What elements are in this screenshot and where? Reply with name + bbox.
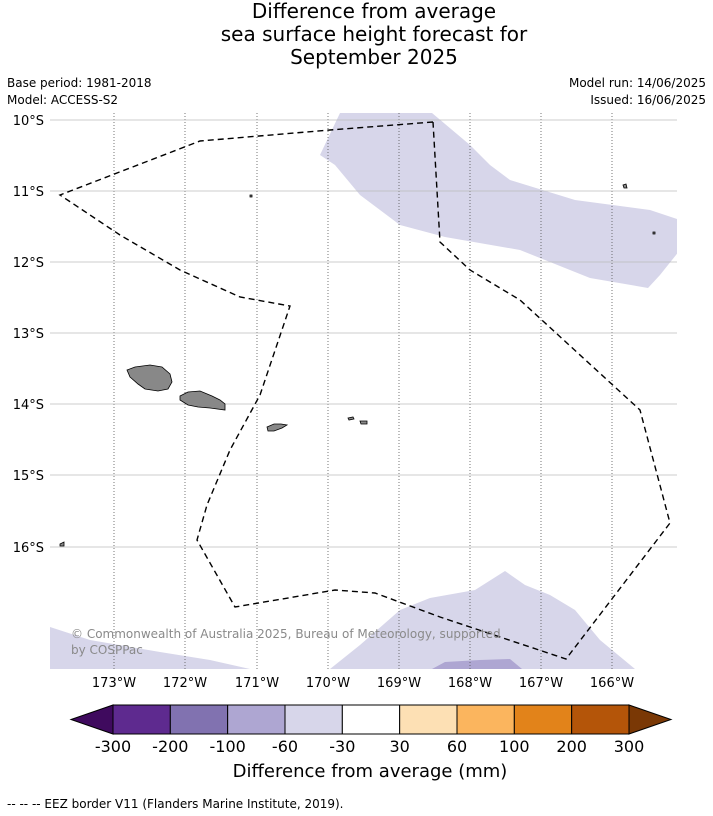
title-line-3: September 2025 xyxy=(290,45,458,69)
colorbar-tick-label: 60 xyxy=(447,737,467,756)
island-southwest xyxy=(59,541,65,547)
island-ofu xyxy=(347,416,355,421)
island-swains xyxy=(652,231,656,235)
anomaly-patch-stronger xyxy=(432,659,522,669)
lon-label-169w: 169°W xyxy=(377,676,421,691)
lon-label-171w: 171°W xyxy=(235,676,279,691)
colorbar-tick-label: 200 xyxy=(556,737,587,756)
colorbar-segment xyxy=(456,704,515,735)
anomaly-band-north xyxy=(320,113,677,288)
lat-label-16s: 16°S xyxy=(13,541,44,556)
longitude-labels: 173°W 172°W 171°W 170°W 169°W 168°W 167°… xyxy=(92,676,634,691)
lon-label-166w: 166°W xyxy=(590,676,634,691)
copyright-notice: © Commonwealth of Australia 2025, Bureau… xyxy=(71,626,501,658)
colorbar-segment xyxy=(513,704,573,735)
colorbar-tick-label: -60 xyxy=(272,737,298,756)
lat-label-12s: 12°S xyxy=(13,256,44,271)
lon-label-172w: 172°W xyxy=(163,676,207,691)
latitude-labels: 10°S 11°S 12°S 13°S 14°S 15°S 16°S xyxy=(13,114,44,556)
colorbar-segments xyxy=(112,704,630,735)
lat-label-10s: 10°S xyxy=(13,114,44,129)
colorbar-tick-label: 30 xyxy=(389,737,409,756)
anomaly-band-south xyxy=(330,571,635,669)
eez-samoa xyxy=(58,121,671,660)
model-run-date: Model run: 14/06/2025 xyxy=(568,76,706,90)
title-line-2: sea surface height forecast for xyxy=(220,22,528,46)
lon-label-173w: 173°W xyxy=(92,676,136,691)
colorbar-segment xyxy=(341,704,401,735)
colorbar-tick-label: -30 xyxy=(329,737,355,756)
colorbar-title: Difference from average (mm) xyxy=(232,761,508,782)
colorbar: -300 -200 -100 -60 -30 30 60 100 200 300 xyxy=(69,704,673,756)
lon-label-168w: 168°W xyxy=(448,676,492,691)
colorbar-tick-label: -100 xyxy=(210,737,246,756)
copyright-line-2: by COSPPac xyxy=(71,643,143,657)
title-line-1: Difference from average xyxy=(251,0,497,23)
colorbar-high-extend xyxy=(628,704,673,735)
eez-legend-note: -- -- -- EEZ border V11 (Flanders Marine… xyxy=(7,797,344,811)
issued-date: Issued: 16/06/2025 xyxy=(590,93,706,107)
colorbar-tick-labels: -300 -200 -100 -60 -30 30 60 100 200 300 xyxy=(95,737,644,756)
island-small-west xyxy=(249,194,253,198)
lat-label-11s: 11°S xyxy=(13,185,44,200)
lat-label-14s: 14°S xyxy=(13,398,44,413)
island-small-east xyxy=(622,183,628,189)
island-tau xyxy=(359,420,368,425)
base-period: Base period: 1981-2018 xyxy=(7,76,152,90)
model-name: Model: ACCESS-S2 xyxy=(7,93,119,107)
colorbar-segment xyxy=(399,704,458,735)
colorbar-tick-label: 300 xyxy=(614,737,645,756)
colorbar-segment xyxy=(169,704,229,735)
base-period-info: Base period: 1981-2018 Model: ACCESS-S2 xyxy=(7,75,152,109)
eez-borders xyxy=(58,121,671,660)
colorbar-tick-label: -300 xyxy=(95,737,131,756)
islands xyxy=(59,183,656,547)
colorbar-segment xyxy=(571,704,630,735)
island-upolu xyxy=(179,390,226,411)
lon-label-170w: 170°W xyxy=(306,676,350,691)
map-title: Difference from average sea surface heig… xyxy=(0,0,713,69)
colorbar-segment xyxy=(284,704,343,735)
lat-label-13s: 13°S xyxy=(13,327,44,342)
lat-label-15s: 15°S xyxy=(13,469,44,484)
copyright-line-1: © Commonwealth of Australia 2025, Bureau… xyxy=(71,627,501,641)
anomaly-patch-southwest xyxy=(50,627,250,669)
anomaly-field xyxy=(50,113,677,669)
island-tutuila xyxy=(266,423,289,432)
island-savaii xyxy=(126,364,173,392)
colorbar-segment xyxy=(112,704,171,735)
colorbar-segment xyxy=(227,704,286,735)
colorbar-tick-label: -200 xyxy=(152,737,188,756)
lon-label-167w: 167°W xyxy=(519,676,563,691)
colorbar-low-extend xyxy=(69,704,114,735)
latitude-gridlines xyxy=(50,119,677,548)
run-info: Model run: 14/06/2025 Issued: 16/06/2025 xyxy=(569,75,706,109)
colorbar-tick-label: 100 xyxy=(499,737,530,756)
